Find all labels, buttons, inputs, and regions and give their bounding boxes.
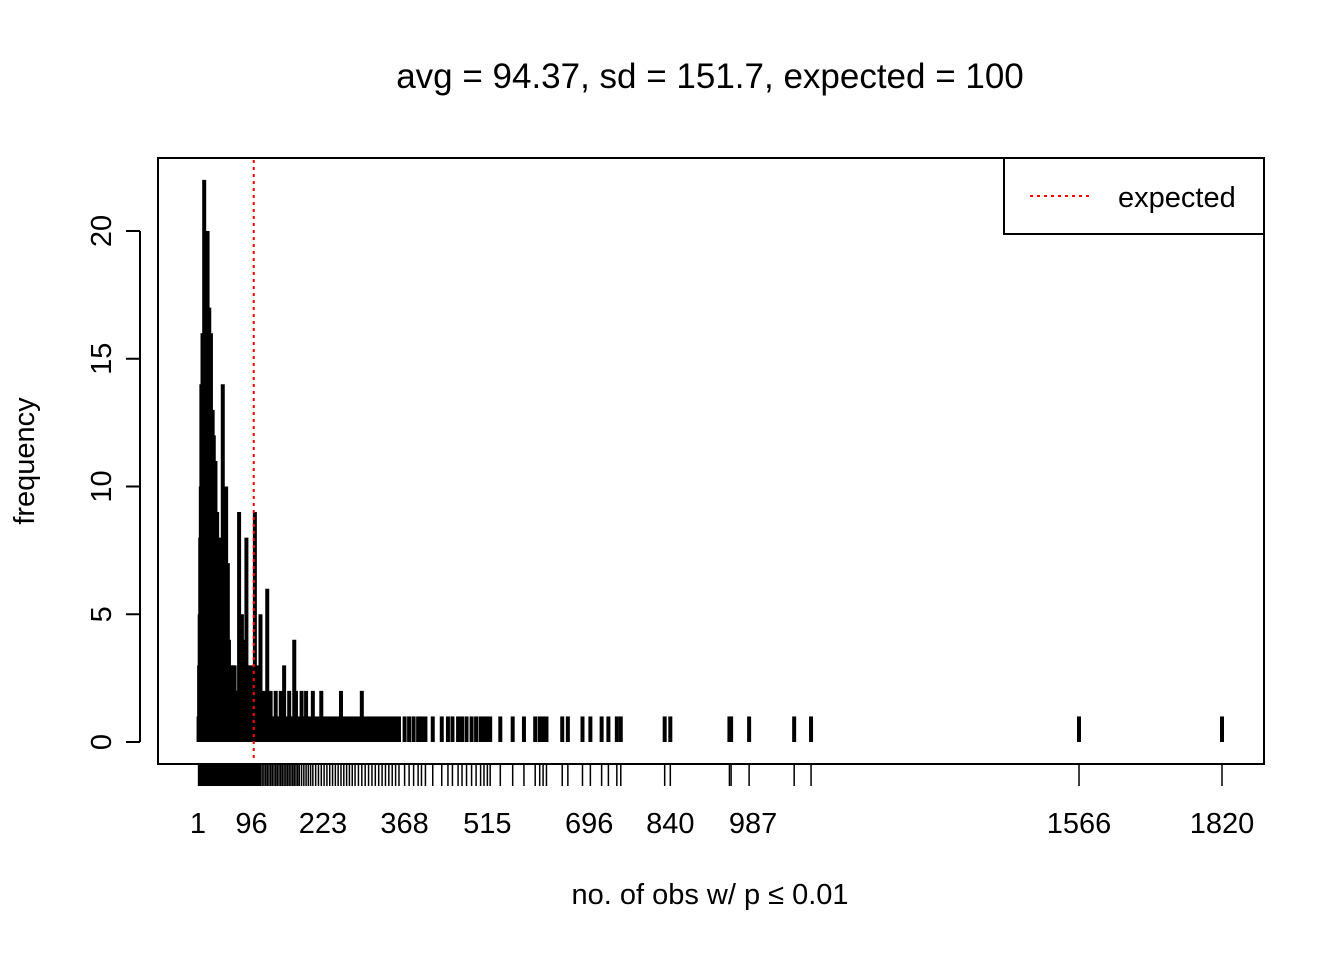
x-axis: 1 96 223 368 515 696 840 987 1566 1820 <box>190 808 1254 840</box>
plot-frame <box>157 157 1265 765</box>
legend-box <box>1003 157 1265 235</box>
x-tick-label: 223 <box>299 808 347 840</box>
chart-title: avg = 94.37, sd = 151.7, expected = 100 <box>396 57 1024 96</box>
y-tick-label: 10 <box>86 470 118 502</box>
x-tick-label: 987 <box>729 808 777 840</box>
legend: expected <box>1003 157 1265 235</box>
y-tick-label: 15 <box>86 343 118 375</box>
x-tick-label: 840 <box>646 808 694 840</box>
x-tick-label: 696 <box>565 808 613 840</box>
x-axis-label: no. of obs w/ p ≤ 0.01 <box>571 879 848 911</box>
x-tick-label: 1566 <box>1047 808 1112 840</box>
y-tick-label: 0 <box>86 734 118 750</box>
y-axis: 0 5 10 15 20 <box>86 215 141 750</box>
x-tick-label: 368 <box>380 808 428 840</box>
y-tick-label: 20 <box>86 215 118 247</box>
y-tick-label: 5 <box>86 606 118 622</box>
x-tick-label: 96 <box>235 808 267 840</box>
x-tick-label: 1 <box>190 808 206 840</box>
x-tick-label: 1820 <box>1190 808 1255 840</box>
y-axis-label: frequency <box>9 397 41 525</box>
legend-label-expected: expected <box>1118 182 1236 214</box>
x-tick-label: 515 <box>463 808 511 840</box>
rug-marks <box>197 764 1223 786</box>
frequency-bars <box>196 179 1224 742</box>
